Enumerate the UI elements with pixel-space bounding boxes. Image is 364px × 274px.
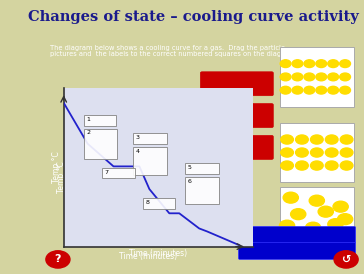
FancyBboxPatch shape <box>201 72 273 96</box>
Text: 4: 4 <box>136 149 140 153</box>
Circle shape <box>337 214 353 225</box>
Circle shape <box>305 222 321 233</box>
Y-axis label: Temp °C: Temp °C <box>52 151 61 183</box>
FancyBboxPatch shape <box>238 242 356 259</box>
Text: 6: 6 <box>187 179 191 184</box>
Circle shape <box>325 148 338 157</box>
Text: Gas→Liquid: Gas→Liquid <box>273 247 321 256</box>
FancyBboxPatch shape <box>201 135 273 159</box>
Circle shape <box>296 135 308 144</box>
Text: pictures and  the labels to the correct numbered squares on the diagram.: pictures and the labels to the correct n… <box>50 51 297 57</box>
Text: Liquid→Solid: Liquid→Solid <box>270 231 324 239</box>
Circle shape <box>340 86 351 94</box>
Circle shape <box>310 148 323 157</box>
Circle shape <box>340 73 351 81</box>
Circle shape <box>280 86 291 94</box>
Text: 3: 3 <box>136 135 140 140</box>
Circle shape <box>340 135 353 144</box>
Text: Liquid: Liquid <box>222 79 252 88</box>
Circle shape <box>328 73 339 81</box>
Bar <box>185 177 219 204</box>
X-axis label: Time (minutes): Time (minutes) <box>129 249 187 258</box>
Bar <box>143 198 175 209</box>
Circle shape <box>304 73 315 81</box>
Circle shape <box>328 60 339 67</box>
Circle shape <box>283 192 298 203</box>
Text: 8: 8 <box>146 200 150 205</box>
Circle shape <box>316 60 327 67</box>
Text: ?: ? <box>55 255 61 264</box>
Bar <box>134 133 167 144</box>
Circle shape <box>304 60 315 67</box>
Bar <box>185 163 219 174</box>
Circle shape <box>310 161 323 170</box>
Circle shape <box>296 161 308 170</box>
Text: Solid: Solid <box>225 143 249 152</box>
Bar <box>102 168 135 178</box>
Circle shape <box>310 135 323 144</box>
Circle shape <box>280 73 291 81</box>
Text: 7: 7 <box>104 170 108 175</box>
Text: Changes of state – cooling curve activity: Changes of state – cooling curve activit… <box>28 10 358 24</box>
Text: 5: 5 <box>187 165 191 170</box>
Text: The diagram below shows a cooling curve for a gas.  Drag the particle: The diagram below shows a cooling curve … <box>50 44 285 50</box>
Circle shape <box>328 219 343 230</box>
Circle shape <box>333 201 348 212</box>
Bar <box>280 123 354 182</box>
Circle shape <box>325 161 338 170</box>
Text: Time (minutes): Time (minutes) <box>119 252 177 261</box>
Text: 2: 2 <box>86 130 90 135</box>
Circle shape <box>340 148 353 157</box>
Circle shape <box>296 148 308 157</box>
Circle shape <box>281 148 293 157</box>
Bar <box>134 147 167 175</box>
Bar <box>280 187 354 237</box>
Circle shape <box>318 206 333 217</box>
Circle shape <box>334 251 358 268</box>
Text: Gas: Gas <box>228 111 246 120</box>
Text: Temp °C: Temp °C <box>56 162 66 193</box>
Circle shape <box>281 135 293 144</box>
Circle shape <box>292 60 303 67</box>
FancyBboxPatch shape <box>201 104 273 127</box>
Bar <box>280 47 354 107</box>
Circle shape <box>325 135 338 144</box>
Text: 1: 1 <box>86 117 90 122</box>
Circle shape <box>280 60 291 67</box>
Circle shape <box>309 195 324 206</box>
Circle shape <box>328 86 339 94</box>
Circle shape <box>316 86 327 94</box>
Circle shape <box>46 251 70 268</box>
Circle shape <box>304 86 315 94</box>
Text: ↺: ↺ <box>341 255 351 264</box>
Circle shape <box>316 73 327 81</box>
Circle shape <box>280 220 294 231</box>
FancyBboxPatch shape <box>238 226 356 244</box>
Circle shape <box>281 161 293 170</box>
Circle shape <box>340 60 351 67</box>
Bar <box>84 129 118 159</box>
Circle shape <box>290 209 306 220</box>
Circle shape <box>292 86 303 94</box>
Circle shape <box>292 73 303 81</box>
Bar <box>84 115 115 125</box>
Circle shape <box>340 161 353 170</box>
